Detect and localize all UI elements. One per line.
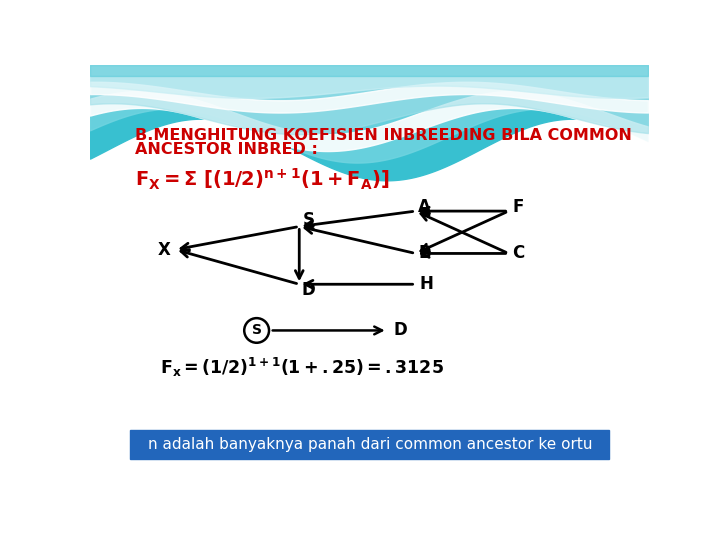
Text: $\mathbf{F_X = \Sigma\ [(1/2)^{n+1}(1+F_A)]}$: $\mathbf{F_X = \Sigma\ [(1/2)^{n+1}(1+F_… — [135, 166, 390, 192]
Text: X: X — [158, 241, 171, 259]
Text: F: F — [512, 198, 523, 216]
Text: C: C — [512, 245, 524, 262]
Text: H: H — [420, 275, 433, 293]
Text: B: B — [418, 245, 431, 262]
Text: $\mathbf{F_x = (1/2)^{1+1}(1+.25) = .3125}$: $\mathbf{F_x = (1/2)^{1+1}(1+.25) = .312… — [160, 356, 444, 379]
Text: D: D — [302, 281, 315, 299]
Text: S: S — [302, 211, 315, 230]
Bar — [130, 430, 609, 459]
Text: n adalah banyaknya panah dari common ancestor ke ortu: n adalah banyaknya panah dari common anc… — [148, 437, 592, 452]
Text: S: S — [251, 323, 261, 338]
Text: ANCESTOR INBRED :: ANCESTOR INBRED : — [135, 142, 318, 157]
Text: D: D — [393, 321, 407, 340]
Text: B.MENGHITUNG KOEFISIEN INBREEDING BILA COMMON: B.MENGHITUNG KOEFISIEN INBREEDING BILA C… — [135, 128, 632, 143]
Text: A: A — [418, 198, 431, 216]
